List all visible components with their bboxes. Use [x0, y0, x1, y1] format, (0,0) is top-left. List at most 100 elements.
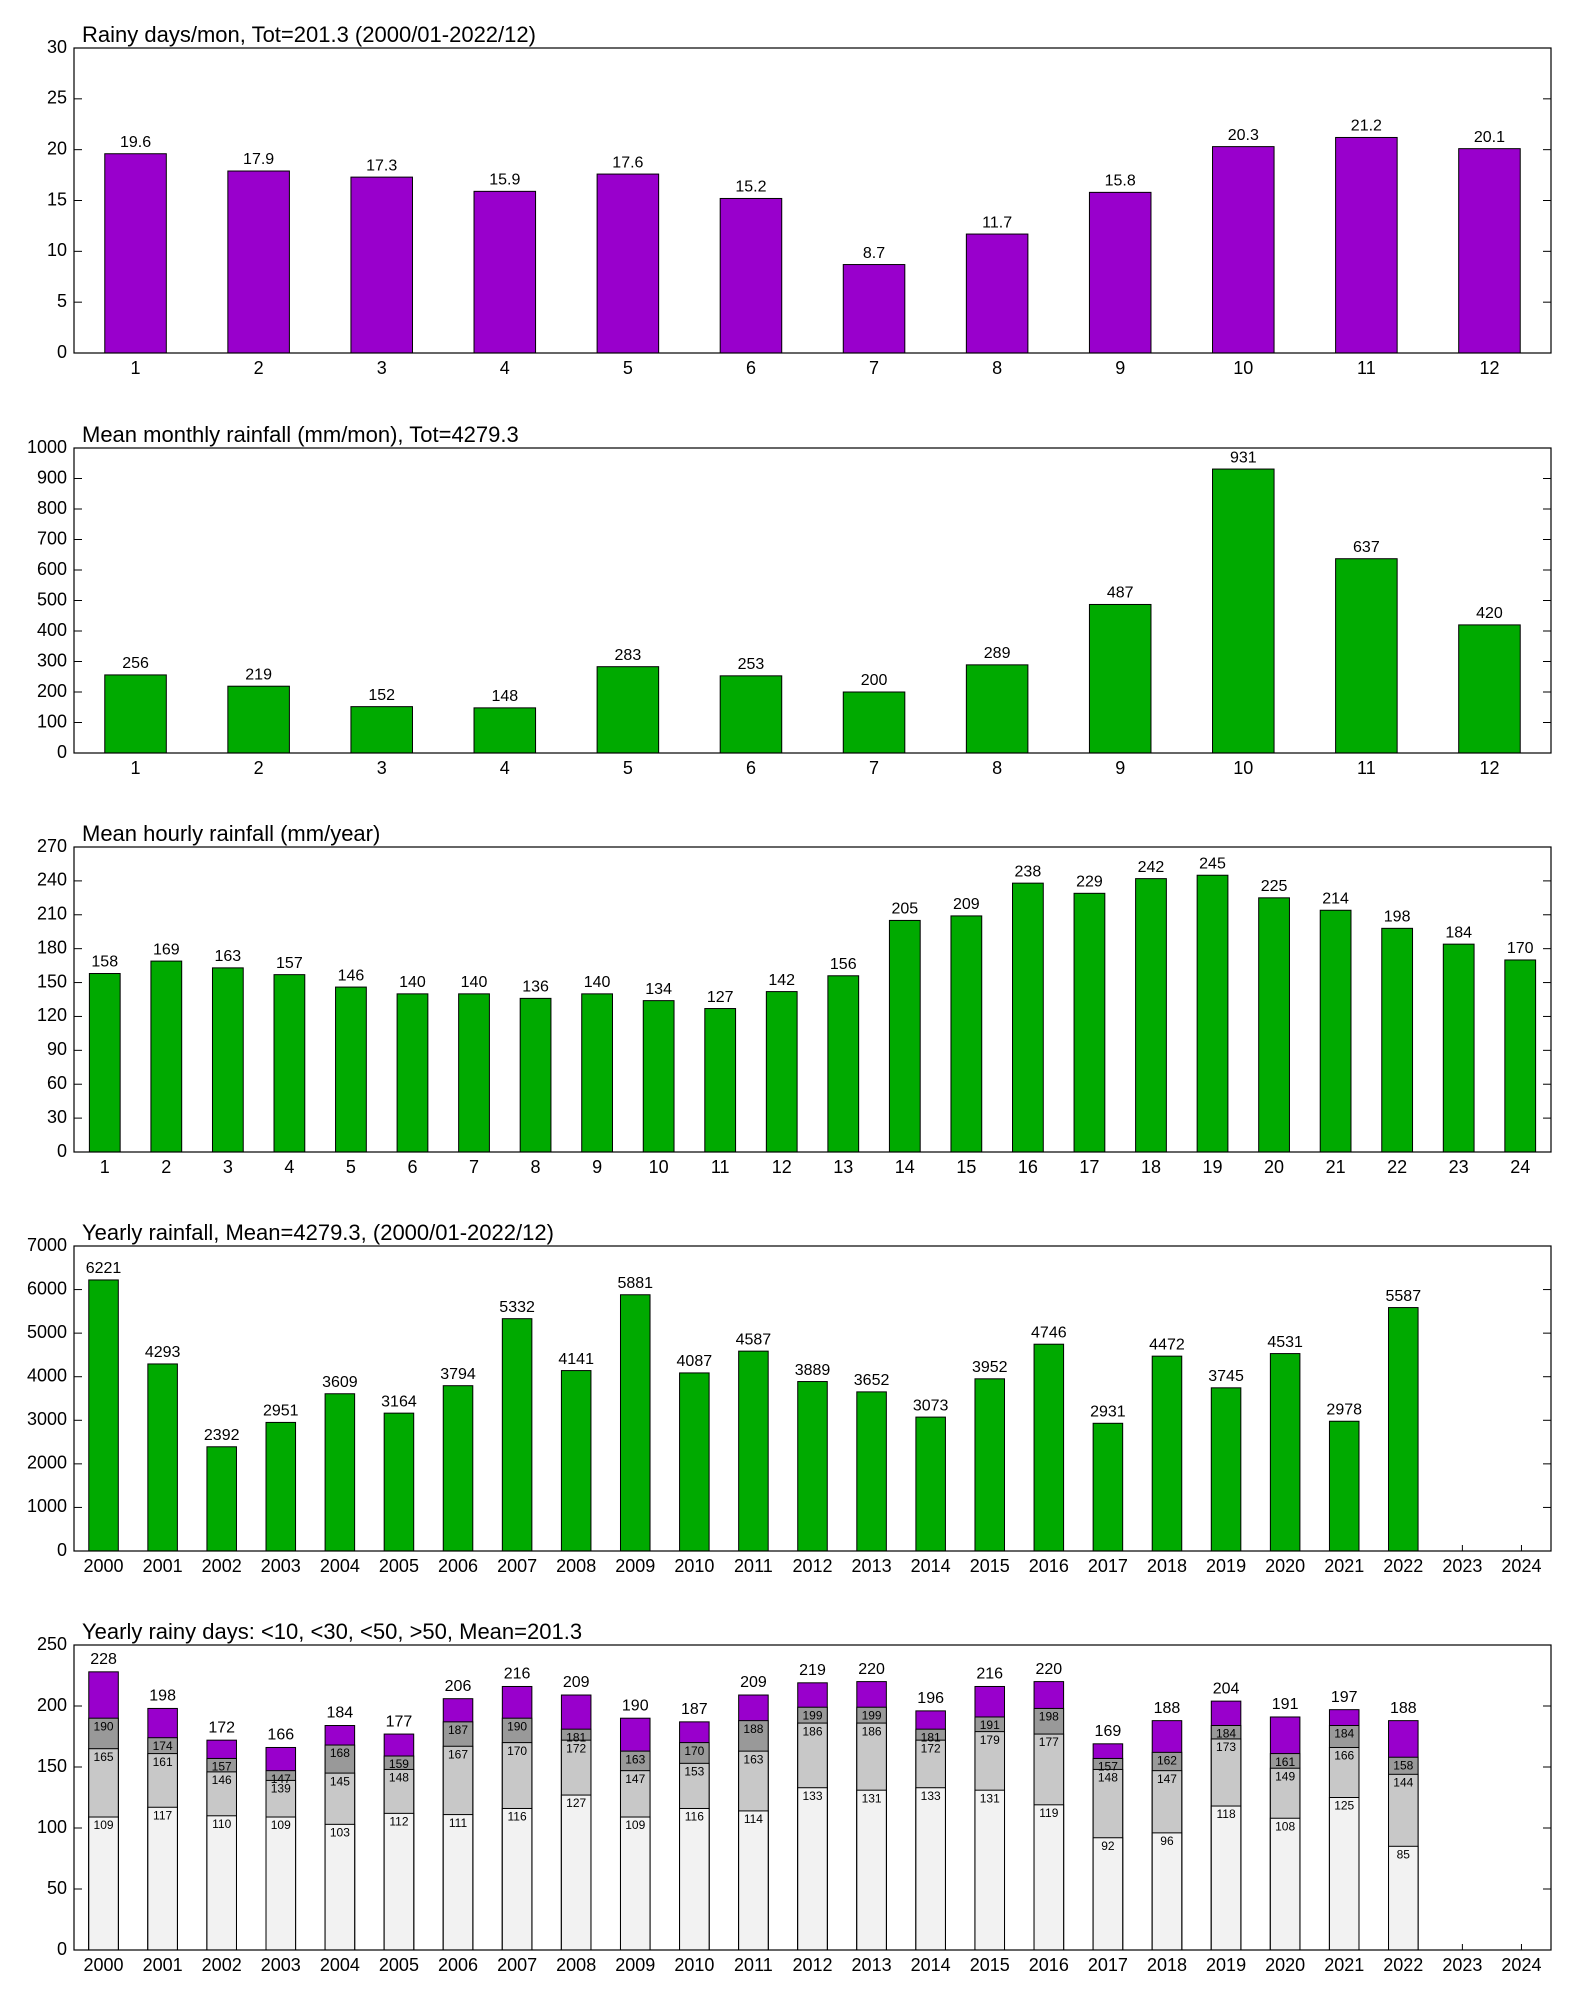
x-tick-label: 4	[500, 758, 510, 778]
data-label: 127	[707, 989, 734, 1006]
data-label: 4531	[1267, 1334, 1303, 1351]
data-label: 158	[1393, 1758, 1413, 1772]
data-label: 114	[744, 1812, 763, 1826]
bar	[1210, 1805, 1242, 1951]
bar	[1092, 1422, 1124, 1552]
data-label: 144	[1393, 1775, 1413, 1789]
data-label: 4293	[145, 1344, 181, 1361]
data-label: 204	[1213, 1680, 1240, 1697]
y-tick-label: 90	[47, 1039, 67, 1059]
data-label: 20.1	[1474, 129, 1505, 146]
x-tick-label: 2017	[1088, 1955, 1128, 1975]
data-label: 148	[389, 1771, 409, 1785]
bar	[350, 706, 413, 754]
data-label: 157	[1098, 1760, 1118, 1774]
y-tick-label: 30	[47, 37, 67, 57]
data-label: 96	[1160, 1834, 1174, 1848]
x-tick-label: 11	[711, 1157, 730, 1177]
data-label: 184	[327, 1705, 354, 1722]
x-tick-label: 10	[1233, 758, 1253, 778]
bar	[738, 1810, 769, 1951]
data-label: 170	[684, 1744, 704, 1758]
y-tick-label: 600	[37, 559, 67, 579]
bar	[1328, 1420, 1360, 1552]
bar	[1073, 892, 1106, 1153]
data-label: 206	[445, 1678, 472, 1695]
bar	[856, 1789, 887, 1951]
y-tick-label: 50	[47, 1878, 67, 1898]
data-label: 188	[1154, 1700, 1181, 1717]
bar	[473, 707, 537, 754]
x-tick-label: 23	[1449, 1157, 1469, 1177]
data-label: 181	[921, 1730, 941, 1744]
x-tick-label: 13	[833, 1157, 853, 1177]
data-label: 15.8	[1105, 173, 1136, 190]
x-tick-label: 4	[284, 1157, 294, 1177]
data-label: 184	[1216, 1727, 1236, 1741]
x-tick-label: 2006	[438, 1955, 478, 1975]
bar	[519, 997, 552, 1153]
data-label: 147	[625, 1772, 645, 1786]
data-label: 163	[215, 948, 242, 965]
x-tick-label: 2014	[911, 1556, 951, 1576]
data-label: 3164	[381, 1393, 417, 1410]
y-tick-label: 20	[47, 138, 67, 158]
y-tick-label: 2000	[27, 1453, 67, 1473]
x-tick-label: 2000	[84, 1556, 124, 1576]
data-label: 245	[1199, 855, 1226, 872]
data-label: 2978	[1326, 1401, 1362, 1418]
x-tick-label: 2018	[1147, 1955, 1187, 1975]
bar	[1504, 959, 1537, 1153]
data-label: 196	[917, 1690, 944, 1707]
data-label: 205	[891, 901, 918, 918]
data-label: 190	[507, 1719, 527, 1733]
chart-title: Yearly rainfall, Mean=4279.3, (2000/01-2…	[82, 1220, 554, 1245]
data-label: 216	[504, 1666, 531, 1683]
data-label: 637	[1353, 539, 1380, 556]
bar	[1088, 603, 1152, 754]
y-tick-label: 5	[57, 291, 67, 311]
y-tick-label: 5000	[27, 1322, 67, 1342]
x-tick-label: 2006	[438, 1556, 478, 1576]
data-label: 199	[802, 1708, 822, 1722]
data-label: 103	[330, 1826, 350, 1840]
x-tick-label: 2001	[143, 1955, 183, 1975]
x-tick-label: 2014	[911, 1955, 951, 1975]
data-label: 149	[1275, 1769, 1295, 1783]
y-tick-label: 1000	[27, 1496, 67, 1516]
data-label: 146	[338, 967, 365, 984]
bar	[797, 1787, 828, 1951]
x-tick-label: 5	[623, 758, 633, 778]
bar	[1092, 1837, 1124, 1951]
data-label: 198	[1384, 909, 1411, 926]
data-label: 225	[1261, 878, 1288, 895]
bar	[1033, 1804, 1065, 1951]
bar	[265, 1816, 297, 1951]
data-label: 3889	[795, 1362, 831, 1379]
bar	[974, 1378, 1006, 1552]
bar	[704, 1008, 737, 1153]
y-tick-label: 250	[37, 1634, 67, 1654]
x-tick-label: 21	[1326, 1157, 1346, 1177]
data-label: 3745	[1208, 1368, 1244, 1385]
data-label: 169	[1095, 1723, 1122, 1740]
x-tick-label: 19	[1203, 1157, 1223, 1177]
bar	[324, 1393, 356, 1552]
bar	[442, 1814, 474, 1951]
y-tick-label: 25	[47, 88, 67, 108]
y-tick-label: 6000	[27, 1278, 67, 1298]
x-tick-label: 2016	[1029, 1955, 1069, 1975]
data-label: 162	[1157, 1754, 1177, 1768]
data-label: 199	[862, 1708, 882, 1722]
x-tick-label: 17	[1079, 1157, 1099, 1177]
data-label: 158	[91, 954, 118, 971]
data-label: 172	[208, 1719, 235, 1736]
data-label: 17.3	[366, 157, 397, 174]
bar	[888, 919, 921, 1153]
data-label: 15.9	[489, 172, 520, 189]
data-label: 109	[94, 1818, 114, 1832]
x-tick-label: 14	[895, 1157, 915, 1177]
bar	[1212, 468, 1275, 754]
bar	[619, 1294, 651, 1552]
